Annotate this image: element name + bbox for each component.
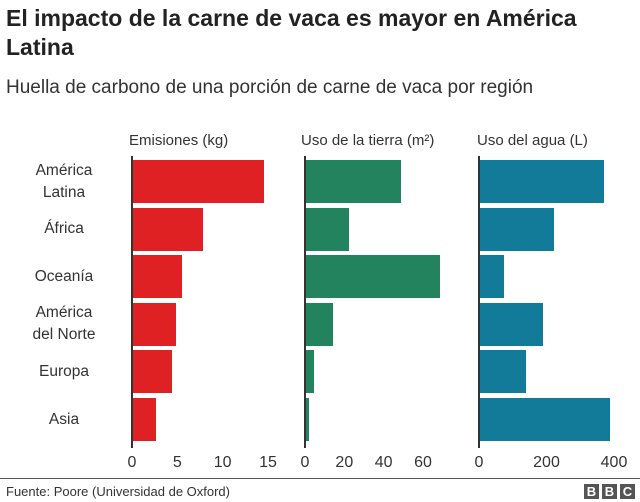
tick-label: 60	[414, 454, 432, 471]
bar-2-5	[479, 398, 610, 441]
chart-title: El impacto de la carne de vaca es mayor …	[6, 5, 577, 60]
panel-title: Uso de la tierra (m²)	[301, 132, 435, 149]
category-label: Europa	[39, 362, 89, 380]
chart-subtitle: Huella de carbono de una porción de carn…	[6, 77, 534, 98]
logo-letter: B	[602, 484, 617, 499]
bar-1-0	[305, 160, 401, 203]
bar-2-3	[479, 302, 544, 346]
bar-1-1	[305, 207, 349, 251]
bar-0-3	[132, 302, 177, 346]
category-label: Asia	[48, 410, 80, 428]
logo-letter: B	[584, 484, 599, 499]
tick-label: 200	[533, 454, 560, 471]
bar-0-0	[132, 160, 265, 203]
bar-1-5	[305, 398, 309, 441]
tick-label: 20	[335, 454, 354, 471]
tick-label: 0	[300, 454, 310, 471]
tick-label: 0	[474, 454, 484, 471]
logo-letter: C	[620, 484, 635, 499]
bar-2-0	[479, 160, 605, 203]
bar-0-2	[132, 255, 182, 299]
bar-0-4	[132, 350, 172, 394]
axis-line	[478, 156, 480, 448]
tick-label: 10	[213, 454, 232, 471]
bar-1-3	[305, 302, 333, 346]
footer-divider	[0, 478, 640, 479]
bar-1-4	[305, 350, 315, 394]
bar-1-2	[305, 255, 440, 299]
tick-label: 0	[127, 454, 137, 471]
category-label: América Latina	[35, 161, 93, 201]
category-label: África	[44, 220, 84, 238]
bar-2-2	[479, 255, 505, 299]
panel-title: Emisiones (kg)	[129, 132, 229, 149]
category-label: Oceanía	[34, 267, 94, 285]
source-note: Fuente: Poore (Universidad de Oxford)	[6, 484, 230, 499]
bar-2-4	[479, 350, 526, 394]
axis-line	[131, 156, 133, 448]
panel-title: Uso del agua (L)	[477, 132, 588, 149]
category-label: América del Norte	[32, 304, 96, 344]
tick-label: 5	[172, 454, 182, 471]
bar-0-1	[132, 207, 203, 251]
tick-label: 400	[600, 454, 628, 471]
bar-2-1	[479, 207, 555, 251]
tick-label: 40	[374, 454, 393, 471]
bar-0-5	[132, 398, 157, 441]
tick-label: 15	[259, 454, 277, 471]
axis-line	[304, 156, 306, 448]
